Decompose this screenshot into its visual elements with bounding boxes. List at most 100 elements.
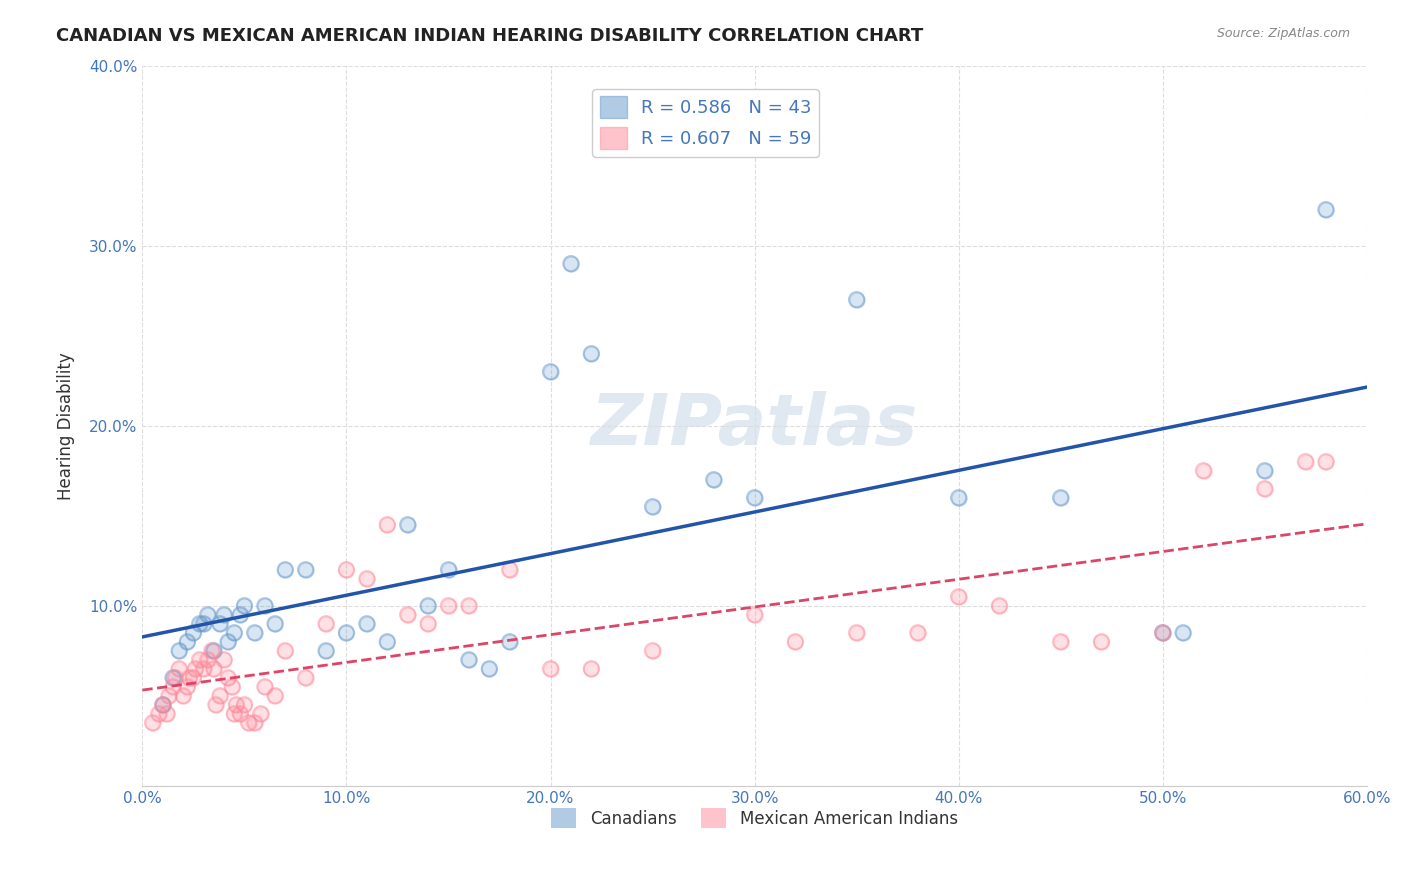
Point — [845, 293, 868, 307]
Point — [264, 616, 287, 631]
Point — [162, 671, 184, 685]
Text: Source: ZipAtlas.com: Source: ZipAtlas.com — [1216, 27, 1350, 40]
Point — [1049, 634, 1071, 648]
Point — [1254, 482, 1277, 496]
Point — [907, 625, 929, 640]
Point — [197, 607, 219, 622]
Point — [233, 599, 256, 613]
Point — [172, 689, 194, 703]
Point — [152, 698, 174, 712]
Point — [437, 563, 460, 577]
Point — [208, 616, 231, 631]
Point — [167, 644, 190, 658]
Point — [197, 607, 219, 622]
Point — [162, 680, 184, 694]
Point — [1295, 455, 1317, 469]
Point — [264, 616, 287, 631]
Point — [208, 689, 231, 703]
Point — [581, 662, 603, 676]
Point — [197, 653, 219, 667]
Point — [499, 563, 522, 577]
Point — [152, 698, 174, 712]
Point — [416, 616, 439, 631]
Point — [193, 662, 215, 676]
Point — [1192, 464, 1215, 478]
Point — [744, 491, 766, 505]
Point — [478, 662, 501, 676]
Point — [581, 662, 603, 676]
Point — [253, 599, 276, 613]
Point — [233, 698, 256, 712]
Point — [233, 698, 256, 712]
Point — [744, 491, 766, 505]
Point — [356, 616, 378, 631]
Point — [1315, 202, 1337, 217]
Point — [560, 257, 582, 271]
Point — [315, 616, 337, 631]
Point — [458, 653, 481, 667]
Point — [641, 500, 664, 514]
Point — [1192, 464, 1215, 478]
Point — [988, 599, 1011, 613]
Point — [201, 644, 224, 658]
Point — [253, 680, 276, 694]
Point — [165, 671, 187, 685]
Point — [744, 607, 766, 622]
Point — [335, 625, 357, 640]
Point — [152, 698, 174, 712]
Point — [202, 644, 225, 658]
Point — [845, 625, 868, 640]
Point — [375, 517, 398, 532]
Point — [243, 715, 266, 730]
Point — [396, 607, 419, 622]
Point — [179, 671, 201, 685]
Point — [375, 634, 398, 648]
Point — [1295, 455, 1317, 469]
Point — [205, 698, 228, 712]
Point — [356, 616, 378, 631]
Point — [458, 653, 481, 667]
Point — [208, 689, 231, 703]
Point — [478, 662, 501, 676]
Point — [142, 715, 165, 730]
Point — [458, 599, 481, 613]
Point — [176, 634, 198, 648]
Point — [157, 689, 180, 703]
Point — [221, 680, 243, 694]
Point — [274, 644, 297, 658]
Point — [249, 706, 271, 721]
Point — [1254, 482, 1277, 496]
Point — [229, 706, 252, 721]
Point — [224, 706, 246, 721]
Point — [253, 599, 276, 613]
Point — [641, 644, 664, 658]
Point — [202, 662, 225, 676]
Point — [224, 625, 246, 640]
Point — [294, 563, 316, 577]
Point — [1049, 634, 1071, 648]
Point — [907, 625, 929, 640]
Point — [142, 715, 165, 730]
Point — [335, 563, 357, 577]
Point — [641, 644, 664, 658]
Point — [396, 607, 419, 622]
Point — [264, 689, 287, 703]
Point — [416, 616, 439, 631]
Point — [217, 634, 239, 648]
Point — [217, 671, 239, 685]
Point — [1152, 625, 1174, 640]
Point — [183, 671, 205, 685]
Point — [294, 563, 316, 577]
Point — [1171, 625, 1194, 640]
Point — [225, 698, 247, 712]
Point — [1152, 625, 1174, 640]
Point — [156, 706, 179, 721]
Point — [167, 662, 190, 676]
Point — [224, 625, 246, 640]
Point — [212, 607, 235, 622]
Point — [188, 616, 211, 631]
Point — [188, 653, 211, 667]
Point — [416, 599, 439, 613]
Point — [212, 653, 235, 667]
Point — [176, 680, 198, 694]
